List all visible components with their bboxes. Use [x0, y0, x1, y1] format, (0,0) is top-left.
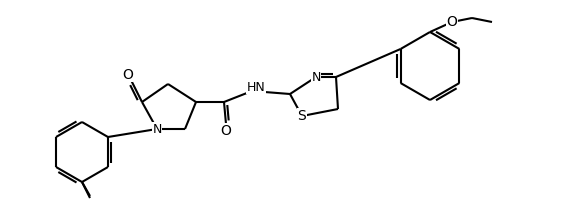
Text: O: O [447, 15, 457, 29]
Text: O: O [221, 124, 231, 138]
Text: N: N [311, 71, 321, 84]
Text: S: S [298, 109, 307, 123]
Text: O: O [122, 67, 133, 82]
Text: HN: HN [246, 80, 265, 93]
Text: N: N [152, 123, 162, 136]
